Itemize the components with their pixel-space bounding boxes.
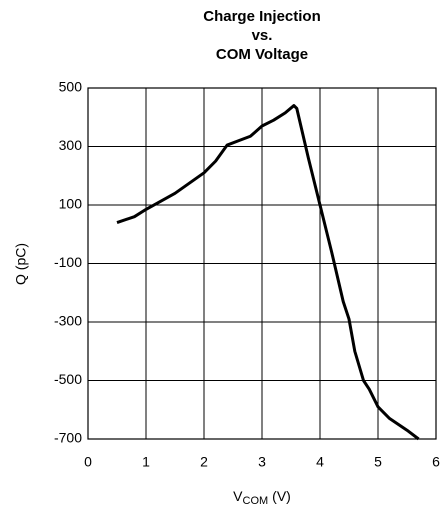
x-tick-label: 6 bbox=[432, 454, 440, 470]
y-tick-label: 500 bbox=[59, 79, 83, 95]
y-tick-label: -700 bbox=[54, 430, 82, 446]
plot-frame bbox=[87, 87, 437, 440]
x-tick-label: 2 bbox=[200, 454, 208, 470]
y-tick-label: 100 bbox=[59, 196, 83, 212]
y-tick-label: -500 bbox=[54, 371, 82, 387]
y-axis-label: Q (pC) bbox=[13, 243, 29, 285]
x-tick-label: 1 bbox=[142, 454, 150, 470]
x-tick-label: 0 bbox=[84, 454, 92, 470]
y-tick-label: -100 bbox=[54, 254, 82, 270]
y-tick-label: -300 bbox=[54, 313, 82, 329]
x-label-sub: COM bbox=[243, 495, 269, 507]
y-tick-label: 300 bbox=[59, 137, 83, 153]
x-tick-label: 5 bbox=[374, 454, 382, 470]
x-axis-label: VCOM (V) bbox=[233, 488, 291, 507]
data-line bbox=[116, 104, 420, 441]
chart-title: vs. bbox=[252, 27, 273, 44]
chart-title: COM Voltage bbox=[216, 46, 308, 63]
x-tick-label: 4 bbox=[316, 454, 324, 470]
x-tick-label: 3 bbox=[258, 454, 266, 470]
x-label-main: V bbox=[233, 488, 243, 504]
x-label-unit: (V) bbox=[272, 488, 291, 504]
chart-title: Charge Injection bbox=[203, 8, 321, 25]
